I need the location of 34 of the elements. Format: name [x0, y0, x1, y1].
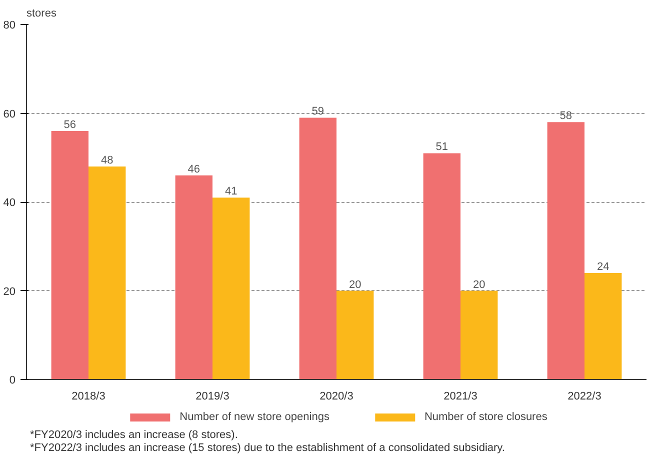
bar — [212, 198, 250, 380]
y-tick-label: 80 — [3, 20, 16, 32]
data-label: 56 — [64, 119, 76, 131]
bar — [423, 153, 460, 380]
bar — [88, 166, 126, 380]
data-label: 20 — [348, 278, 362, 291]
bar — [51, 131, 88, 380]
x-tick-label: 2020/3 — [320, 390, 354, 402]
data-label: 24 — [596, 261, 610, 273]
bar — [584, 273, 622, 380]
bar — [460, 290, 498, 380]
legend-label: Number of new store openings — [180, 411, 330, 423]
y-tick-label: 0 — [9, 374, 16, 386]
y-tick-label: 40 — [3, 197, 16, 209]
data-label: 20 — [472, 278, 486, 291]
bar — [175, 175, 212, 380]
data-label: 48 — [100, 154, 114, 166]
text: *FY2020/3 includes an increase (8 stores). — [30, 429, 238, 442]
x-tick-label: 2022/3 — [568, 390, 602, 402]
bar — [299, 118, 336, 380]
x-tick-label: 2021/3 — [444, 390, 478, 402]
x-tick-label: 2018/3 — [72, 390, 106, 402]
data-label: 46 — [188, 163, 200, 176]
data-label: 41 — [224, 186, 238, 198]
bar — [336, 290, 374, 380]
data-label: 51 — [436, 141, 448, 154]
y-tick-label: 60 — [3, 108, 16, 120]
data-label: 58 — [560, 110, 572, 122]
y-tick-label: 20 — [3, 286, 16, 298]
y-axis-title: stores — [26, 8, 57, 20]
x-tick-label: 2019/3 — [196, 390, 230, 402]
text: *FY2022/3 includes an increase (15 stores) due to the establishment of a consolidated subsidiary. — [30, 442, 505, 455]
legend-label: Number of store closures — [424, 411, 548, 423]
bar — [547, 122, 584, 380]
